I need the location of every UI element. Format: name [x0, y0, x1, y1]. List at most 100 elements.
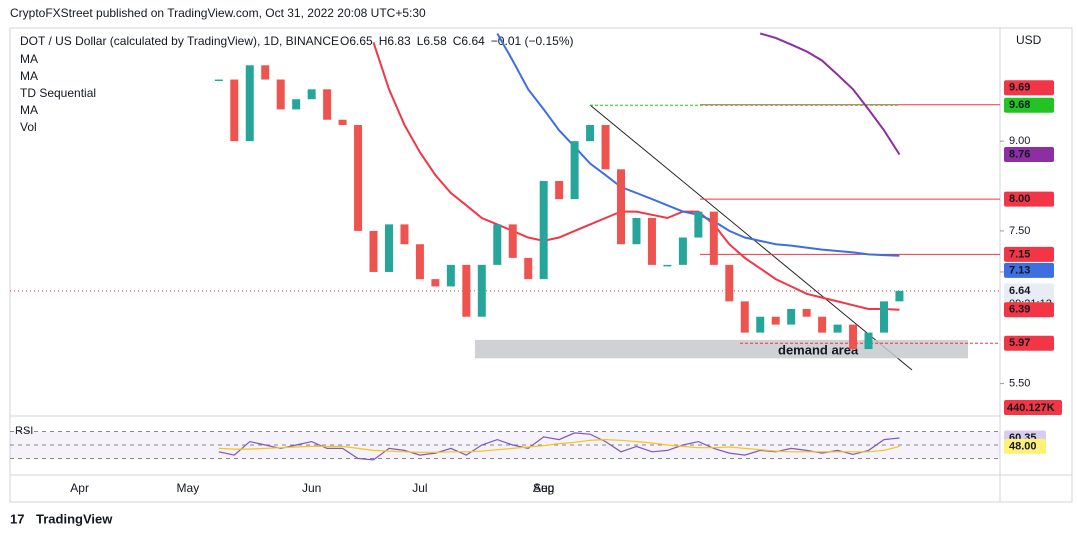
candle: [245, 65, 254, 142]
candle: [740, 301, 749, 333]
candle: [493, 224, 502, 265]
moving-average: [372, 42, 900, 311]
candle: [694, 211, 703, 238]
publisher: CryptoFXStreet published on TradingView.…: [10, 6, 426, 20]
candle: [261, 65, 270, 80]
candle: [771, 316, 780, 325]
candle: [384, 224, 393, 272]
price-tag: [1004, 146, 1054, 162]
candle: [477, 264, 486, 317]
rsi-ma-line: [218, 438, 900, 453]
y-tick-label: 7.50: [1009, 225, 1030, 237]
price-tag: [1004, 262, 1054, 278]
symbol: DOT / US Dollar (calculated by TradingVi…: [20, 34, 339, 48]
x-tick-label: May: [177, 481, 200, 495]
volume-tag-bg: [1004, 400, 1062, 415]
candle: [230, 79, 239, 142]
candle: [415, 244, 424, 280]
ohlc-value: H6.83: [379, 34, 411, 48]
candle: [663, 264, 672, 267]
candle: [323, 89, 332, 120]
candle: [849, 324, 858, 350]
candle: [431, 279, 440, 287]
candle: [570, 141, 579, 200]
candle: [632, 217, 641, 245]
volume-tag: 440.127K: [1007, 402, 1055, 414]
candle: [802, 308, 811, 317]
price-tag-label: 5.97: [1009, 337, 1030, 349]
candle: [307, 89, 316, 100]
candle: [647, 217, 656, 265]
ohlc-value: L6.58: [417, 34, 447, 48]
rsi-tag-label: 48.00: [1009, 440, 1037, 452]
rsi-tag: [1004, 438, 1046, 454]
moving-average: [759, 32, 901, 156]
y-tick-label: 5.50: [1009, 377, 1030, 389]
price-tag-label: 9.69: [1009, 82, 1030, 94]
candle: [555, 181, 564, 200]
candle: [601, 125, 610, 170]
price-tag: [1004, 97, 1054, 113]
candle: [833, 324, 842, 333]
ohlc-value: O6.65: [340, 34, 373, 48]
candle: [446, 264, 455, 287]
price-tag: [1004, 80, 1054, 96]
footer-logo: TradingView: [36, 511, 113, 526]
candle: [586, 125, 595, 142]
candle: [292, 99, 301, 110]
ohlc-value: −0.01 (−0.15%): [491, 34, 574, 48]
candle: [617, 169, 626, 245]
x-tick-label: Jul: [412, 481, 427, 495]
candle: [338, 119, 347, 126]
candle: [539, 181, 548, 280]
x-tick-label: Aug: [533, 481, 554, 495]
x-tick-label: Apr: [70, 481, 89, 495]
demand-zone: [475, 339, 968, 359]
candle: [895, 290, 904, 302]
price-tag-label: 6.39: [1009, 304, 1030, 316]
candle: [879, 301, 888, 333]
chart-frame: [9, 27, 1073, 503]
price-tag-label: 9.68: [1009, 99, 1030, 111]
demand-zone-label: demand area: [778, 343, 859, 358]
candle: [678, 237, 687, 265]
rsi-label: RSI: [15, 425, 33, 437]
candle: [276, 79, 285, 110]
candle: [709, 211, 718, 265]
indicator-name: MA: [20, 52, 38, 66]
indicator-name: MA: [20, 103, 38, 117]
candle: [508, 224, 517, 258]
candle: [369, 230, 378, 272]
candle: [818, 316, 827, 333]
candle: [756, 316, 765, 333]
candle: [524, 257, 533, 280]
candle: [354, 125, 363, 231]
footer-icon: 17: [10, 511, 24, 526]
price-tag-label: 7.15: [1009, 248, 1030, 260]
indicator-name: TD Sequential: [20, 86, 96, 100]
price-tag-label: 7.13: [1009, 264, 1030, 276]
trendline: [589, 104, 913, 371]
candle: [462, 264, 471, 317]
price-tag: [1004, 335, 1054, 351]
y-tick-label: 9.00: [1009, 135, 1030, 147]
candle: [725, 264, 734, 302]
candle: [214, 79, 223, 82]
indicator-name: Vol: [20, 120, 37, 134]
price-tag: [1004, 246, 1054, 262]
candle: [400, 224, 409, 245]
price-tag-label: 6.64: [1009, 285, 1031, 297]
currency: USD: [1016, 33, 1042, 47]
price-tag: [1004, 302, 1054, 318]
price-tag-label: 8.76: [1009, 148, 1030, 160]
price-tag-label: 8.00: [1009, 193, 1030, 205]
indicator-name: MA: [20, 69, 38, 83]
ohlc-value: C6.64: [453, 34, 485, 48]
candle: [787, 308, 796, 325]
candle: [864, 332, 873, 350]
x-tick-label: Sep: [533, 481, 555, 495]
rsi-line: [218, 432, 900, 461]
price-tag: [1004, 191, 1054, 207]
x-tick-label: Jun: [302, 481, 321, 495]
